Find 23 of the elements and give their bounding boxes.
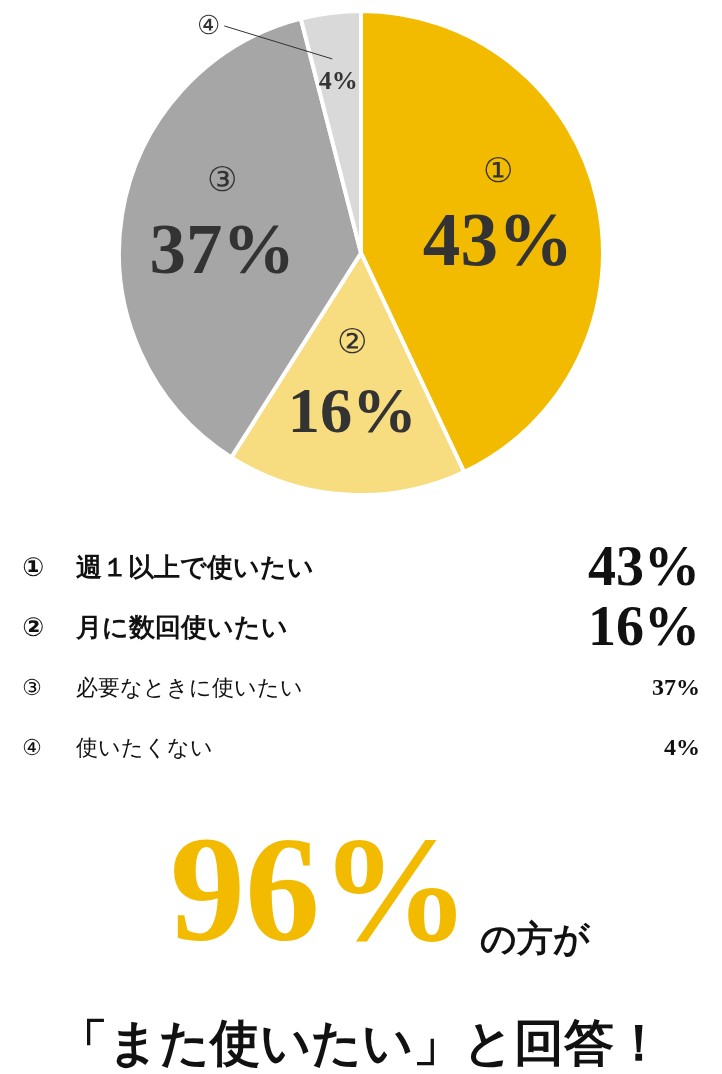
text: 使いたくない	[76, 735, 213, 760]
text: 43%	[588, 535, 700, 597]
text: 4%	[664, 734, 700, 760]
category-label: ④	[22, 735, 42, 760]
slice-label: ②	[337, 323, 368, 361]
text: 96%	[170, 806, 470, 972]
slice-label: ③	[207, 161, 238, 199]
category-label: ③	[22, 675, 42, 700]
data-label: 4%	[318, 65, 358, 95]
slice-label: ①	[482, 152, 513, 190]
slice-label: ④	[196, 10, 220, 40]
text: の方が	[480, 918, 591, 959]
category-label: ①	[22, 552, 45, 582]
text: 必要なときに使いたい	[76, 675, 303, 700]
data-label: 43%	[422, 198, 574, 282]
data-label: 16%	[287, 375, 417, 447]
text: 週１以上で使いたい	[76, 552, 314, 582]
category-label: ②	[22, 612, 45, 642]
text: 月に数回使いたい	[76, 612, 288, 642]
text: 37%	[652, 674, 700, 700]
text: 「また使いたい」と回答！	[58, 1014, 664, 1072]
text: 16%	[588, 595, 700, 657]
data-label: 37%	[149, 208, 296, 290]
